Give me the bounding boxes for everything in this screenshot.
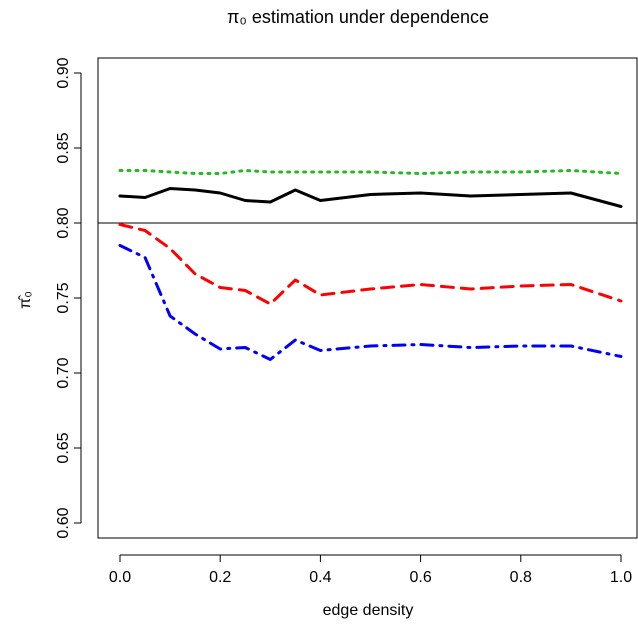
series-line-1: [118, 187, 623, 208]
y-tick-label-0: 0.60: [55, 507, 72, 538]
series-layer: [118, 169, 623, 361]
y-tick-label-1: 0.65: [55, 432, 72, 463]
series-line-3: [118, 223, 623, 306]
x-axis: 0.0 0.2 0.4 0.6 0.8 1.0: [109, 554, 632, 586]
y-axis: 0.60 0.65 0.70 0.75 0.80 0.85 0.90: [55, 57, 82, 539]
x-tick-label-0: 0.0: [109, 569, 131, 586]
y-tick-label-5: 0.85: [55, 132, 72, 163]
plot-frame: [97, 57, 638, 539]
y-tick-label-4: 0.80: [55, 207, 72, 238]
y-axis-title: π̂₀: [17, 291, 34, 309]
x-tick-label-3: 0.6: [409, 569, 431, 586]
chart-title: π₀ estimation under dependence: [227, 7, 489, 27]
x-tick-label-1: 0.2: [209, 569, 231, 586]
x-tick-label-2: 0.4: [309, 569, 331, 586]
series-line-2: [118, 169, 623, 175]
y-tick-label-2: 0.70: [55, 357, 72, 388]
x-tick-label-5: 1.0: [610, 569, 632, 586]
x-axis-title: edge density: [323, 602, 414, 619]
series-line-4: [118, 244, 623, 361]
y-tick-label-3: 0.75: [55, 282, 72, 313]
x-tick-label-4: 0.8: [510, 569, 532, 586]
y-tick-label-6: 0.90: [55, 57, 72, 88]
